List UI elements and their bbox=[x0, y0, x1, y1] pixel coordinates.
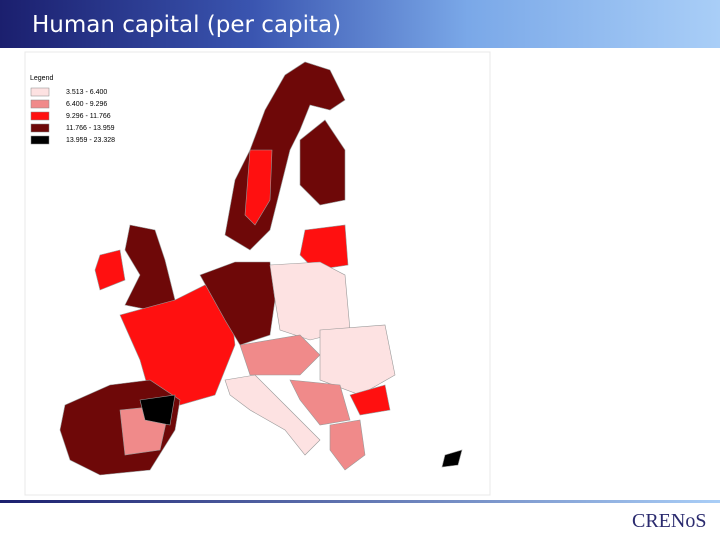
ireland bbox=[94, 249, 126, 291]
legend-swatch bbox=[30, 135, 50, 145]
legend-label: 3.513 - 6.400 bbox=[66, 89, 107, 96]
legend-swatch bbox=[30, 111, 50, 121]
legend-swatch bbox=[30, 123, 50, 133]
finland bbox=[299, 119, 346, 206]
footer-rule bbox=[0, 500, 720, 503]
balkans bbox=[289, 379, 351, 426]
central-europe bbox=[239, 334, 321, 376]
legend-title: Legend bbox=[30, 75, 53, 82]
sweden-south bbox=[244, 149, 273, 226]
baltics bbox=[299, 224, 349, 271]
cyprus bbox=[441, 449, 463, 468]
legend-label: 9.296 - 11.766 bbox=[66, 113, 111, 120]
legend-swatch bbox=[30, 99, 50, 109]
legend-label: 11.766 - 13.959 bbox=[66, 125, 115, 132]
title-bar bbox=[0, 0, 720, 48]
legend: Legend 3.513 - 6.400 6.400 - 9.296 9.296 -… bbox=[30, 75, 115, 145]
germany bbox=[199, 261, 276, 346]
legend-label: 6.400 - 9.296 bbox=[66, 101, 107, 108]
logo: CRENoS bbox=[632, 510, 707, 532]
greece bbox=[329, 419, 366, 471]
legend-label: 13.959 - 23.328 bbox=[66, 137, 115, 144]
regions bbox=[59, 61, 463, 476]
legend-swatch bbox=[30, 87, 50, 97]
italy bbox=[224, 374, 321, 456]
romania bbox=[319, 324, 396, 396]
madrid bbox=[139, 394, 176, 426]
bulgaria bbox=[349, 384, 391, 416]
poland bbox=[269, 261, 351, 341]
france bbox=[119, 284, 236, 406]
slide-title: Human capital (per capita) bbox=[32, 12, 342, 38]
